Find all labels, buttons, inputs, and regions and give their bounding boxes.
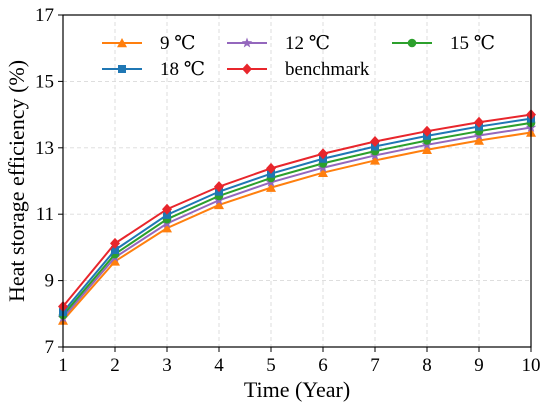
marker-circle xyxy=(407,38,417,48)
marker-star xyxy=(241,37,253,48)
series-line xyxy=(62,131,532,322)
legend-item: 12 ℃ xyxy=(227,33,330,54)
x-tick-label: 9 xyxy=(474,355,484,376)
marker-diamond xyxy=(162,203,172,215)
y-tick-label: 11 xyxy=(36,204,54,225)
legend-label: 9 ℃ xyxy=(160,33,196,54)
x-tick-label: 6 xyxy=(318,355,328,376)
series-line xyxy=(62,121,532,316)
series-star xyxy=(57,122,537,323)
legend-item: 18 ℃ xyxy=(102,59,205,80)
marker-triangle xyxy=(422,144,432,155)
marker-diamond xyxy=(370,135,380,147)
marker-diamond xyxy=(110,237,120,249)
y-tick-label: 13 xyxy=(35,138,54,159)
marker-triangle xyxy=(318,167,328,177)
legend-label: 18 ℃ xyxy=(160,59,205,80)
y-tick-label: 7 xyxy=(45,337,55,358)
x-tick-label: 4 xyxy=(214,355,224,376)
plot-frame xyxy=(62,14,532,348)
marker-square xyxy=(163,210,171,219)
series-square xyxy=(59,114,535,317)
series-diamond xyxy=(58,109,536,312)
marker-triangle xyxy=(370,155,380,165)
series-line xyxy=(62,126,532,319)
marker-diamond xyxy=(214,181,224,193)
legend-item: 15 ℃ xyxy=(392,33,495,54)
marker-triangle xyxy=(110,256,120,266)
legend-label: 12 ℃ xyxy=(285,33,330,54)
series-circle xyxy=(58,118,536,320)
marker-triangle xyxy=(162,223,172,233)
series-triangle xyxy=(58,127,536,325)
marker-triangle xyxy=(474,135,484,145)
series-line xyxy=(62,113,532,308)
x-tick-label: 1 xyxy=(58,355,68,376)
legend: 9 ℃ 12 ℃ 15 ℃ 18 ℃ benchmark xyxy=(102,33,495,80)
marker-triangle xyxy=(266,182,276,192)
marker-diamond xyxy=(266,162,276,174)
axis-ticks: 1 2 3 4 5 6 7 8 9 10 7 9 11 13 15 17 xyxy=(35,5,541,376)
y-tick-label: 17 xyxy=(35,5,54,26)
marker-triangle xyxy=(214,199,224,210)
x-tick-label: 5 xyxy=(266,355,276,376)
legend-item: 9 ℃ xyxy=(102,33,196,54)
series-line xyxy=(62,117,532,313)
series-lines xyxy=(57,109,537,325)
y-tick-label: 9 xyxy=(45,271,55,292)
legend-label: benchmark xyxy=(285,59,370,80)
x-tick-label: 10 xyxy=(522,355,541,376)
marker-diamond xyxy=(318,148,328,160)
marker-triangle xyxy=(117,38,127,48)
x-tick-label: 7 xyxy=(370,355,380,376)
x-axis-title: Time (Year) xyxy=(244,377,350,402)
legend-item: benchmark xyxy=(227,59,370,80)
marker-diamond xyxy=(474,116,484,128)
legend-label: 15 ℃ xyxy=(450,33,495,54)
y-tick-label: 15 xyxy=(35,71,54,92)
x-tick-label: 8 xyxy=(422,355,432,376)
x-tick-label: 3 xyxy=(162,355,172,376)
x-tick-label: 2 xyxy=(110,355,120,376)
y-axis-title: Heat storage efficiency (%) xyxy=(4,60,29,302)
marker-diamond xyxy=(422,125,432,137)
marker-square xyxy=(111,246,119,255)
marker-square xyxy=(118,65,126,73)
marker-diamond xyxy=(242,63,252,75)
